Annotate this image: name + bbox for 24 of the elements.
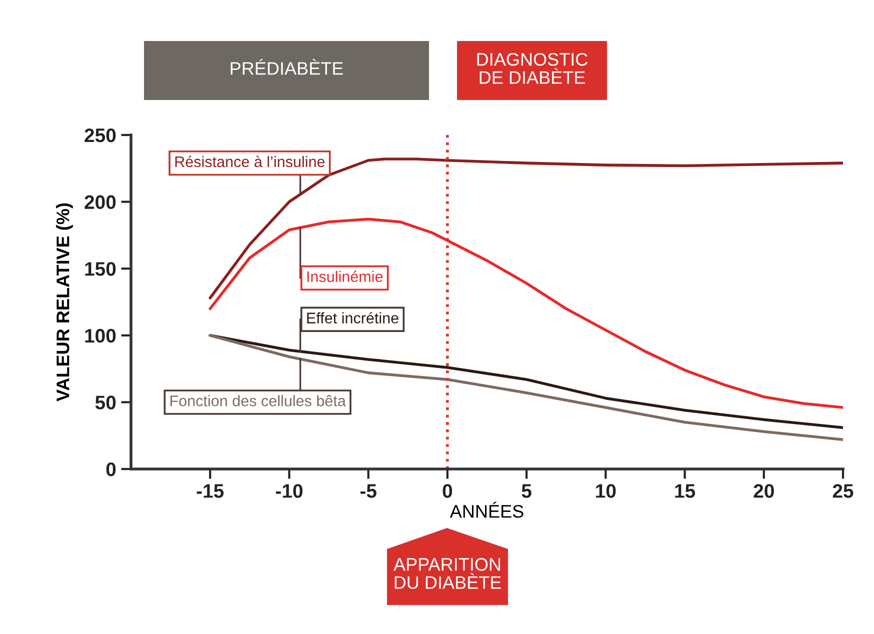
y-axis-title: VALEUR RELATIVE (%) xyxy=(56,203,73,402)
x-tick-label: 20 xyxy=(754,484,774,498)
series-label: Effet incrétine xyxy=(307,312,398,324)
x-tick-label: -10 xyxy=(276,484,302,498)
x-tick-label: 10 xyxy=(596,484,616,498)
y-tick-label: 200 xyxy=(84,195,116,210)
x-tick-label: 0 xyxy=(442,484,452,498)
text: PRÉDIABÈTE xyxy=(230,59,343,75)
text: DIAGNOSTIC DE DIABÈTE xyxy=(477,52,588,84)
x-tick-label: 25 xyxy=(832,484,854,498)
series-label: Résistance à l’insuline xyxy=(175,156,325,168)
y-tick-label: 100 xyxy=(85,328,116,343)
y-tick-label: 150 xyxy=(85,262,116,276)
y-tick-label: 50 xyxy=(95,396,116,410)
text: APPARITION DU DIABÈTE xyxy=(394,558,501,589)
y-tick-label: 0 xyxy=(106,462,116,476)
x-axis-title: ANNÉES xyxy=(450,502,524,518)
x-tick-label: -5 xyxy=(360,484,376,498)
x-tick-label: 5 xyxy=(522,484,532,498)
x-tick-label: 15 xyxy=(675,484,696,498)
y-tick-label: 250 xyxy=(84,128,116,142)
x-tick-label: -15 xyxy=(196,484,224,498)
series-label: Fonction des cellules bêta xyxy=(170,395,346,406)
text: Insulinémie xyxy=(307,270,383,282)
